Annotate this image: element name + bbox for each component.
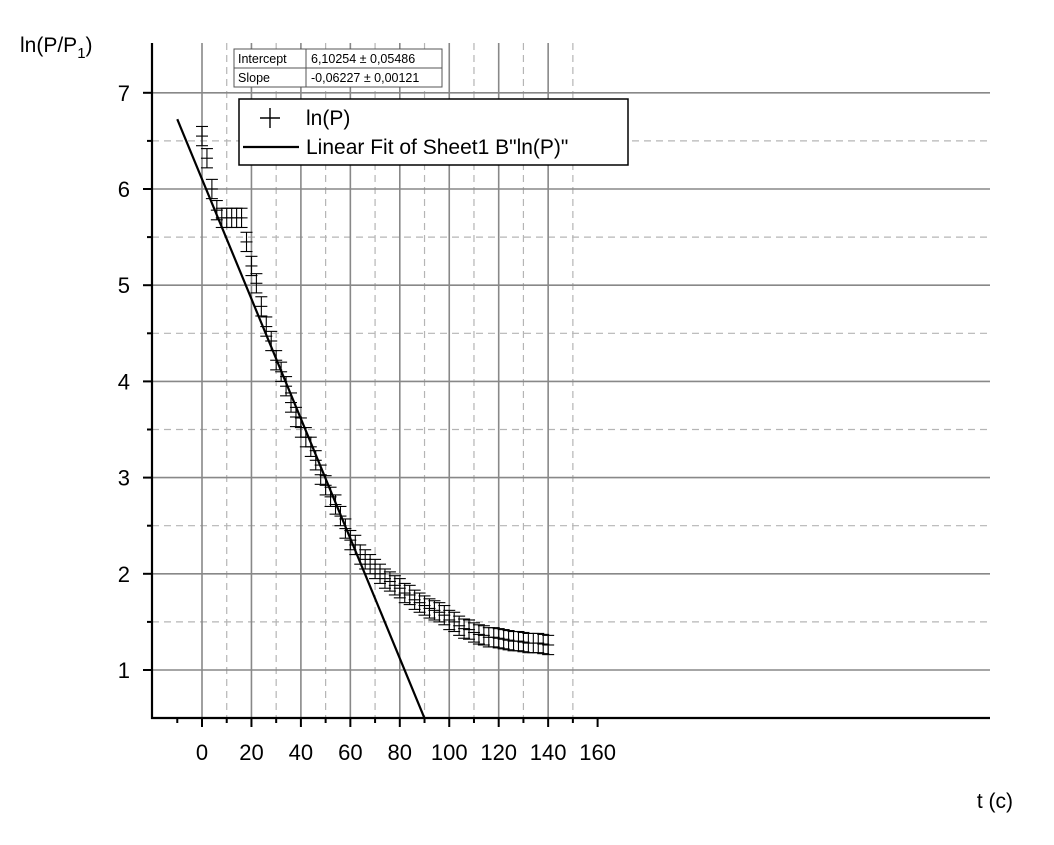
y-tick-label: 2 [118, 562, 130, 587]
x-tick-label: 100 [431, 740, 468, 765]
data-point [398, 582, 411, 604]
data-point [210, 199, 223, 221]
data-point [260, 316, 273, 337]
stats-value-intercept: 6,10254 ± 0,05486 [311, 52, 415, 66]
x-tick-label: 20 [239, 740, 263, 765]
data-point [309, 450, 322, 471]
axes [143, 43, 990, 727]
data-point [428, 600, 441, 621]
data-point [537, 633, 550, 655]
stats-label-slope: Slope [238, 71, 270, 85]
data-point [329, 494, 342, 515]
data-point [438, 604, 451, 626]
x-tick-label: 40 [289, 740, 313, 765]
data-point [196, 125, 208, 147]
x-tick-label: 140 [530, 740, 567, 765]
legend-label-fit: Linear Fit of Sheet1 B"ln(P)" [306, 136, 568, 159]
data-point [472, 624, 485, 645]
data-point [502, 630, 515, 651]
data-point [393, 578, 406, 599]
x-tick-label: 0 [196, 740, 208, 765]
x-tick-label: 60 [338, 740, 362, 765]
data-point [532, 632, 545, 654]
data-point [423, 598, 436, 619]
y-tick-label: 7 [118, 81, 130, 106]
y-tick-label: 4 [118, 369, 130, 394]
data-point [542, 634, 555, 656]
data-point [304, 436, 317, 457]
y-tick-label: 3 [118, 466, 130, 491]
y-axis-title: ln(P/P1) [20, 34, 93, 62]
data-point [448, 611, 461, 633]
y-tick-label: 6 [118, 177, 130, 202]
data-point [403, 584, 416, 606]
data-point [235, 207, 248, 229]
stats-table: Intercept 6,10254 ± 0,05486 Slope -0,062… [233, 48, 443, 88]
y-tick-label: 5 [118, 273, 130, 298]
data-point [512, 630, 525, 652]
data-point [250, 273, 263, 294]
data-point [517, 631, 530, 653]
data-point [497, 629, 510, 650]
data-point [339, 518, 352, 539]
stats-value-slope: -0,06227 ± 0,00121 [311, 71, 419, 85]
legend: ln(P) Linear Fit of Sheet1 B"ln(P)" [238, 98, 629, 166]
data-point [255, 296, 268, 317]
legend-label-lnp: ln(P) [306, 107, 350, 130]
data-point [374, 563, 387, 584]
data-point [245, 255, 258, 277]
data-point [289, 406, 302, 428]
data-point [458, 618, 471, 639]
data-point [477, 625, 490, 646]
data-point [205, 178, 218, 200]
data-point [270, 350, 283, 371]
x-tick-label: 160 [579, 740, 616, 765]
data-point [383, 571, 396, 592]
data-point [240, 231, 253, 253]
legend-box [238, 98, 629, 166]
tick-labels: 0 20 40 60 80 100 120 140 160 1 2 3 4 5 6 7 [118, 81, 616, 765]
x-axis-title: t (c) [977, 790, 1013, 813]
data-point [334, 505, 347, 527]
stats-label-intercept: Intercept [238, 52, 287, 66]
data-point [285, 392, 298, 413]
data-point [200, 148, 213, 169]
data-point [344, 529, 357, 551]
x-tick-label: 120 [480, 740, 517, 765]
data-point [275, 361, 288, 382]
data-point [443, 609, 456, 631]
x-tick-label: 80 [388, 740, 412, 765]
data-point [467, 622, 480, 643]
data-point [314, 464, 327, 485]
data-points-layer [196, 125, 555, 656]
y-tick-label: 1 [118, 658, 130, 683]
data-point [487, 627, 500, 648]
data-point [492, 628, 505, 649]
